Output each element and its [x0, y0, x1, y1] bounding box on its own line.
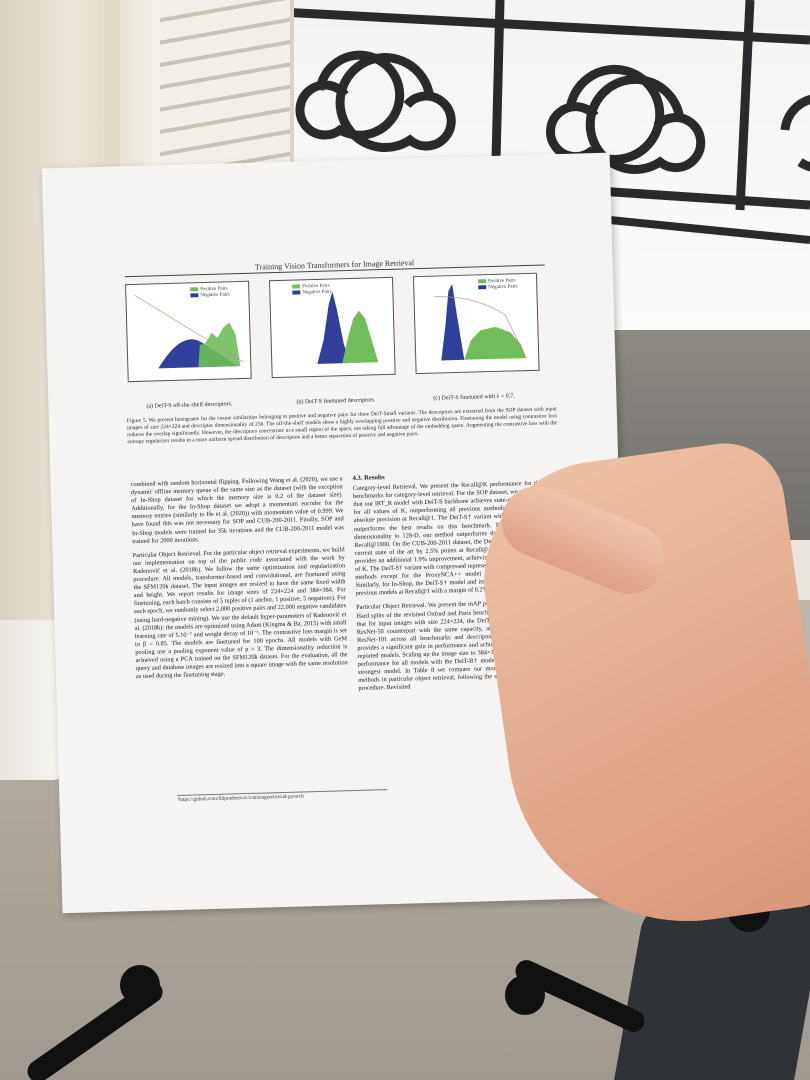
positive-distribution: [464, 326, 527, 360]
office-chair: [614, 900, 810, 1080]
left-column: combined with random horizontal flipping…: [131, 475, 349, 687]
figure-legend: Positive Pairs Negative Pairs: [292, 283, 332, 296]
footnote: ¹https://github.com/filipradenovic/cnnim…: [177, 789, 388, 803]
positive-distribution: [198, 322, 241, 368]
printed-paper-page: Training Vision Transformers for Image R…: [41, 152, 631, 914]
subfigure-caption: (c) DeiT-S finetuned with λ = 0.7.: [433, 393, 515, 402]
histogram-plot: [317, 291, 379, 364]
negative-distribution: [441, 284, 465, 361]
histogram-figure-a: Positive Pairs Negative Pairs: [125, 280, 252, 383]
chair-wheel: [505, 975, 545, 1015]
window-shutter: [160, 0, 294, 180]
histogram-plot: [434, 284, 527, 361]
figure-legend: Positive Pairs Negative Pairs: [190, 286, 230, 299]
chair-wheel: [120, 965, 160, 1005]
paragraph: Particular Object Retrieval. For the par…: [132, 545, 348, 681]
subfigure-caption: (b) DeiT-S finetuned descriptors.: [296, 397, 376, 406]
negative-distribution: [317, 291, 351, 364]
subfigure-caption: (a) DeiT-S off-the-shelf descriptors.: [146, 401, 233, 410]
histogram-plot: [134, 294, 244, 369]
figure-legend: Positive Pairs Negative Pairs: [478, 278, 518, 291]
histogram-figure-c: Positive Pairs Negative Pairs: [412, 272, 540, 375]
positive-distribution: [342, 310, 379, 364]
paragraph: combined with random horizontal flipping…: [130, 475, 345, 545]
histogram-figure-b: Positive Pairs Negative Pairs: [268, 276, 396, 379]
figure-caption: Figure 5. We present histograms for the …: [126, 406, 558, 446]
